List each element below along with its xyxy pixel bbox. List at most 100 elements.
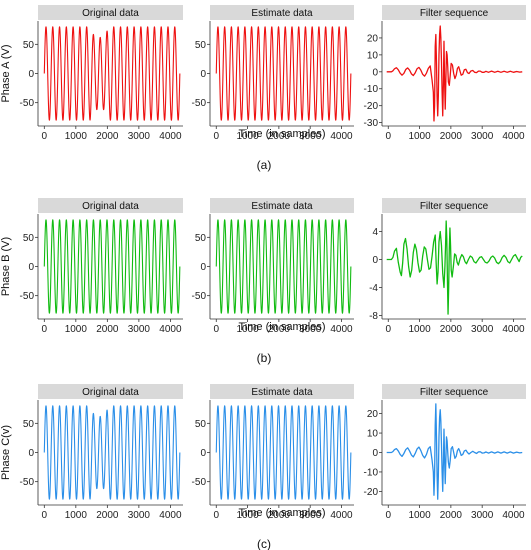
panel-title: Filter sequence [420,8,489,19]
panel-strip [382,384,526,399]
y-tick-label: 0 [200,448,206,459]
x-tick-label: 4000 [502,131,525,142]
panel-strip [38,198,183,213]
panel-strip [38,5,183,20]
x-tick-label: 3000 [299,324,322,335]
series-line [43,26,181,121]
x-tick-label: 0 [213,131,219,142]
panel-a-filter: Filter sequence -30 -20 -10 0 10 20 0 1000 2000 30… [364,5,526,142]
x-tick-label: 3000 [471,510,494,521]
x-tick-label: 0 [385,324,391,335]
x-tick-label: 4000 [502,324,525,335]
y-axis-label: Phase C(v) [0,425,12,480]
y-tick-label: 0 [372,255,378,266]
x-tick-label: 1000 [408,324,431,335]
panel-strip [382,5,526,20]
x-tick-label: 2000 [96,510,119,521]
panel-strip [38,384,183,399]
x-tick-label: 4000 [159,324,182,335]
y-tick-label: -50 [20,291,35,302]
row-caption: (b) [257,351,272,365]
row-caption: (a) [257,158,272,172]
x-tick-label: 3000 [128,324,151,335]
x-tick-label: 2000 [268,131,291,142]
x-tick-label: 1000 [408,131,431,142]
y-tick-label: 50 [195,233,207,244]
x-tick-label: 0 [385,510,391,521]
y-tick-label: 20 [367,33,379,44]
x-tick-label: 0 [213,510,219,521]
y-tick-label: 0 [200,69,206,80]
x-tick-label: 1000 [65,131,88,142]
x-tick-label: 4000 [159,510,182,521]
x-tick-label: 0 [42,510,48,521]
x-tick-label: 3000 [128,510,151,521]
y-tick-label: 0 [200,262,206,273]
y-axis-label: Phase B (V) [0,237,12,296]
y-tick-label: -10 [364,84,379,95]
panel-title: Estimate data [251,387,313,398]
panel-strip [210,5,354,20]
panel-title: Original data [82,8,139,19]
x-tick-label: 2000 [440,324,463,335]
y-tick-label: -50 [192,477,207,488]
y-tick-label: 0 [28,448,34,459]
y-tick-label: -30 [364,118,379,129]
x-tick-label: 1000 [236,510,259,521]
x-tick-label: 3000 [299,131,322,142]
panel-title: Original data [82,201,139,212]
panel-title: Filter sequence [420,201,489,212]
x-tick-label: 3000 [471,324,494,335]
x-tick-label: 0 [385,131,391,142]
x-tick-label: 2000 [440,131,463,142]
x-axis-label: Time (in samples) [239,507,326,519]
x-tick-label: 1000 [408,510,431,521]
x-tick-label: 3000 [471,131,494,142]
x-tick-label: 2000 [96,324,119,335]
panel-b-filter: Filter sequence -8 -4 0 4 0 1000 2000 3000 4000 [369,198,526,335]
y-tick-label: 0 [28,262,34,273]
series-line [43,405,181,500]
x-tick-label: 2000 [96,131,119,142]
panel-c-filter: Filter sequence -20 -10 0 10 20 0 1000 2000 3000 4… [364,384,526,521]
x-axis-label: Time (in samples) [239,128,326,140]
y-tick-label: -8 [369,311,378,322]
y-tick-label: 0 [372,67,378,78]
x-axis-label: Time (in samples) [239,321,326,333]
panel-title: Original data [82,387,139,398]
panel-title: Estimate data [251,201,313,212]
series-line [215,219,352,314]
series-line [386,403,523,500]
y-tick-label: -50 [20,477,35,488]
panel-title: Filter sequence [420,387,489,398]
row-caption: (c) [257,537,271,550]
y-axis-label: Phase A (V) [0,44,12,102]
x-tick-label: 2000 [440,510,463,521]
x-tick-label: 4000 [330,324,353,335]
panel-title: Estimate data [251,8,313,19]
y-tick-label: 0 [372,448,378,459]
y-tick-label: 50 [23,40,35,51]
x-tick-label: 2000 [268,324,291,335]
x-tick-label: 3000 [299,510,322,521]
x-tick-label: 2000 [268,510,291,521]
x-tick-label: 4000 [330,131,353,142]
x-tick-label: 4000 [159,131,182,142]
y-tick-label: -20 [364,101,379,112]
y-tick-label: 10 [367,429,379,440]
x-tick-label: 1000 [65,324,88,335]
series-line [386,25,523,122]
y-tick-label: 4 [372,227,378,238]
y-tick-label: -50 [192,291,207,302]
y-tick-label: 50 [195,419,207,430]
series-line [386,220,523,315]
